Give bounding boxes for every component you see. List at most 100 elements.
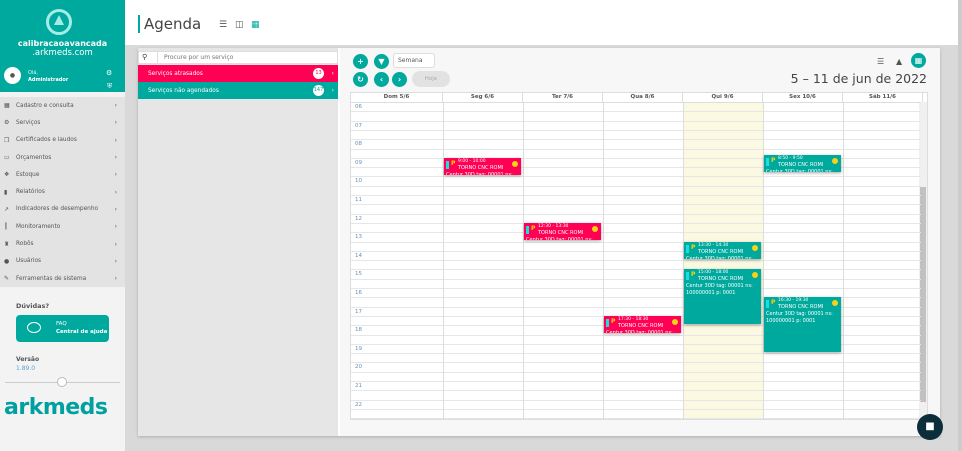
sidebar-item[interactable]: ▭ Orçamentos › xyxy=(0,149,125,166)
filter-late-services[interactable]: Serviços atrasados 13 › xyxy=(138,65,338,82)
event-time: 12:30 - 13:30 xyxy=(538,223,569,229)
calendar-event[interactable]: P 17:30 - 18:30 TORNO CNC ROMI Centur 30D t… xyxy=(604,315,681,334)
view-select[interactable]: Semana xyxy=(393,53,435,68)
sidebar-item[interactable]: ✎ Ferramentas de sistema › xyxy=(0,270,125,287)
sidebar-item[interactable]: ┃ Monitoramento › xyxy=(0,218,125,235)
hour-label: 08 xyxy=(355,141,362,148)
calendar-view-icon[interactable]: ▦ xyxy=(251,20,260,30)
event-title: TORNO CNC ROMI xyxy=(778,304,824,311)
bar-chart-icon: ▮ xyxy=(4,188,8,196)
scrollbar-thumb[interactable] xyxy=(920,187,926,402)
scrollbar[interactable] xyxy=(919,102,927,419)
chevron-right-icon: › xyxy=(331,70,334,77)
half-hour-line xyxy=(351,111,921,113)
event-description: Centur 30D tag: 00001 ns: 100000001 p: 0… xyxy=(446,171,513,176)
table-icon: ▦ xyxy=(4,102,10,110)
robot-icon: ♜ xyxy=(4,240,10,248)
calendar-event[interactable]: P 13:30 - 14:30 TORNO CNC ROMI Centur 30D t… xyxy=(684,241,761,260)
split-view-icon[interactable]: ◫ xyxy=(235,20,244,30)
sidebar-item[interactable]: ▮ Relatórios › xyxy=(0,183,125,200)
half-hour-line xyxy=(351,408,921,410)
search-input[interactable] xyxy=(157,52,337,63)
count-badge: 13 xyxy=(313,68,324,79)
line-chart-icon: ↗ xyxy=(4,205,10,213)
status-dot-icon xyxy=(832,157,838,164)
documents-icon: ❐ xyxy=(4,136,10,144)
faq-title: FAQ xyxy=(56,321,67,327)
hour-label: 15 xyxy=(355,271,362,278)
half-hour-line xyxy=(351,185,921,187)
prev-button[interactable]: ‹ xyxy=(374,72,389,87)
sidebar-item[interactable]: ♜ Robôs › xyxy=(0,235,125,252)
next-button[interactable]: › xyxy=(392,72,407,87)
event-title: TORNO CNC ROMI xyxy=(618,322,664,329)
faq-button[interactable]: FAQ Central de ajuda xyxy=(16,315,109,342)
day-divider xyxy=(523,102,524,419)
calendar-event[interactable]: P 9:00 - 10:00 TORNO CNC ROMI Centur 30D ta… xyxy=(444,157,521,176)
sidebar-item-label: Serviços xyxy=(16,119,41,126)
help-title: Dúvidas? xyxy=(16,302,50,310)
chevron-right-icon: › xyxy=(114,223,117,231)
domain-suffix: .arkmeds.com xyxy=(32,48,93,58)
calendar-event[interactable]: P 15:00 - 18:00 TORNO CNC ROMI Centur 30D t… xyxy=(684,269,761,325)
refresh-button[interactable]: ↻ xyxy=(353,72,368,87)
day-divider xyxy=(443,102,444,419)
event-time: 9:00 - 10:00 xyxy=(458,158,486,164)
chat-button[interactable]: ■ xyxy=(917,414,943,440)
sidebar-item-label: Robôs xyxy=(16,241,34,248)
sidebar-item[interactable]: ▦ Cadastro e consulta › xyxy=(0,97,125,114)
day-header: Dom 5/6 xyxy=(351,93,443,102)
hour-line xyxy=(351,250,921,252)
half-hour-line xyxy=(351,167,921,169)
add-button[interactable]: + xyxy=(353,54,368,69)
chevron-right-icon: › xyxy=(114,188,117,196)
filter-button[interactable]: ▼ xyxy=(374,54,389,69)
calendar-event[interactable]: P 16:30 - 19:30 TORNO CNC ROMI Centur 30D t… xyxy=(764,297,841,353)
day-header: Seg 6/6 xyxy=(443,93,523,102)
sidebar-item[interactable]: ⚙ Serviços › xyxy=(0,114,125,131)
today-button[interactable]: Hoje xyxy=(412,71,450,87)
status-bar xyxy=(526,225,529,234)
status-dot-icon xyxy=(752,272,758,279)
priority-icon: P xyxy=(611,317,616,325)
hierarchy-icon[interactable]: ▲ xyxy=(896,57,903,66)
list-view-icon[interactable]: ☰ xyxy=(219,20,228,30)
chevron-right-icon: › xyxy=(114,240,117,248)
hour-label: 18 xyxy=(355,327,362,334)
filter-unscheduled-services[interactable]: Serviços não agendados 147 › xyxy=(138,82,338,99)
sidebar-item[interactable]: ↗ Indicadores de desempenho › xyxy=(0,201,125,218)
shield-icon[interactable]: ⛨ xyxy=(107,82,113,90)
hour-line xyxy=(351,120,921,122)
status-bar xyxy=(686,244,689,253)
hour-label: 19 xyxy=(355,345,362,352)
priority-icon: P xyxy=(451,159,456,167)
status-dot-icon xyxy=(672,318,678,325)
event-time: 16:30 - 19:30 xyxy=(778,298,809,304)
sidebar-item[interactable]: ❐ Certificados e laudos › xyxy=(0,132,125,149)
hour-line xyxy=(351,269,921,271)
collapse-sidebar-button[interactable] xyxy=(57,377,67,387)
status-bar xyxy=(766,300,769,309)
sidebar-item[interactable]: ● Usuários › xyxy=(0,253,125,270)
wallet-icon: ▭ xyxy=(4,154,10,162)
hour-line xyxy=(351,288,921,289)
gear-icon: ⚙ xyxy=(4,119,10,127)
search-icon: ⚲ xyxy=(142,53,148,61)
calendar-icon[interactable]: ▦ xyxy=(911,53,926,68)
sidebar-item-label: Cadastro e consulta xyxy=(16,102,74,109)
calendar-event[interactable]: P 12:30 - 13:30 TORNO CNC ROMI Centur 30D t… xyxy=(524,222,601,241)
avatar[interactable]: ● xyxy=(4,67,21,84)
list-icon[interactable]: ☰ xyxy=(877,57,885,66)
event-description: Centur 30D tag: 00001 ns: 100000001 p: 0… xyxy=(766,168,833,173)
gear-icon[interactable]: ⚙ xyxy=(106,69,113,77)
day-divider xyxy=(763,102,764,419)
half-hour-line xyxy=(351,278,921,280)
chevron-right-icon: › xyxy=(114,257,117,265)
faq-subtitle: Central de ajuda xyxy=(56,329,108,335)
chevron-right-icon: › xyxy=(114,136,117,144)
sidebar-item-label: Indicadores de desempenho xyxy=(16,206,99,213)
sidebar-item[interactable]: ❖ Estoque › xyxy=(0,166,125,183)
page-scrollbar[interactable] xyxy=(958,0,962,451)
hour-line xyxy=(351,418,921,419)
calendar-event[interactable]: P 8:50 - 9:50 TORNO CNC ROMI Centur 30D tag… xyxy=(764,154,841,173)
